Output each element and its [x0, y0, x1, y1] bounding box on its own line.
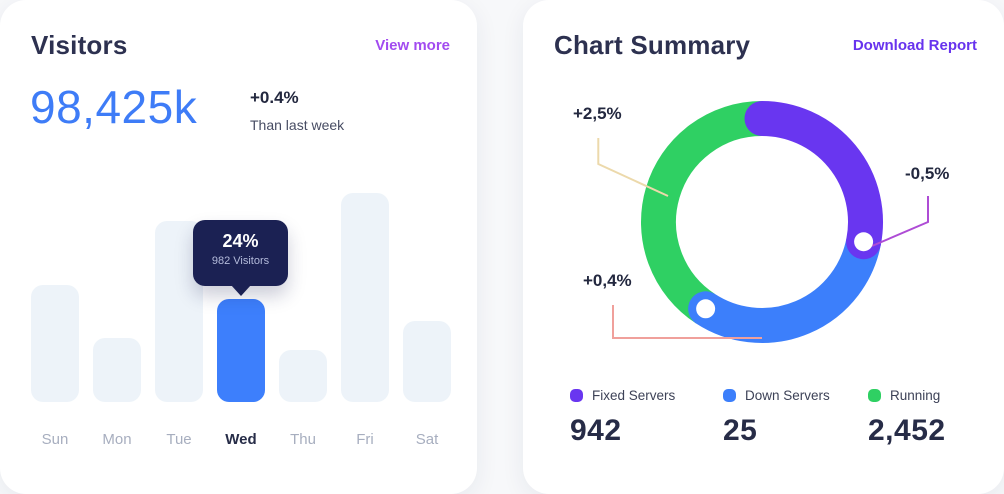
bar-sun[interactable]	[31, 285, 79, 402]
day-label-mon: Mon	[102, 431, 132, 448]
visitors-title: Visitors	[31, 30, 128, 60]
legend-label-down: Down Servers	[745, 388, 830, 403]
tooltip-caption: 982 Visitors	[211, 255, 270, 267]
legend-value-down: 25	[723, 414, 758, 447]
callout-running-percent: +2,5%	[573, 104, 622, 123]
day-label-wed: Wed	[225, 431, 257, 448]
bar-wed[interactable]	[217, 299, 265, 402]
callout-down-percent: +0,4%	[583, 271, 632, 290]
tooltip-percent: 24%	[222, 231, 259, 251]
visitors-change-percent: +0.4%	[250, 88, 299, 107]
donut-segment-running[interactable]	[641, 101, 763, 324]
legend-label-running: Running	[890, 388, 941, 403]
legend-dot-down-icon	[723, 389, 736, 402]
day-label-sat: Sat	[415, 431, 439, 448]
day-label-fri: Fri	[356, 431, 374, 448]
download-report-link[interactable]: Download Report	[852, 37, 977, 54]
chart-summary-card: Chart Summary Download Report +2,5% -0,5…	[523, 0, 1004, 494]
day-label-tue: Tue	[166, 431, 192, 448]
callout-line-fixed	[871, 196, 929, 247]
visitors-card: Visitors View more 98,425k +0.4% Than la…	[0, 0, 477, 494]
donut-segment-down[interactable]	[688, 224, 882, 343]
legend-value-fixed: 942	[570, 414, 622, 447]
legend-value-running: 2,452	[868, 414, 946, 447]
legend-dot-running-icon	[868, 389, 881, 402]
donut-segment-fixed[interactable]	[744, 101, 883, 260]
visitors-change-caption: Than last week	[250, 117, 345, 133]
legend-label-fixed: Fixed Servers	[592, 388, 676, 403]
donut-chart	[597, 101, 929, 343]
legend-item-running[interactable]: Running 2,452	[868, 388, 946, 448]
day-label-sun: Sun	[41, 431, 69, 448]
bar-tooltip: 24% 982 Visitors	[193, 220, 288, 296]
visitors-count: 98,425k	[30, 81, 198, 133]
bar-mon[interactable]	[93, 338, 141, 402]
endpoint-dot-down	[696, 299, 716, 319]
legend-dot-fixed-icon	[570, 389, 583, 402]
bar-fri[interactable]	[341, 193, 389, 402]
legend-item-fixed-servers[interactable]: Fixed Servers 942	[570, 388, 675, 448]
bar-sat[interactable]	[403, 321, 451, 402]
callout-line-running	[597, 138, 669, 197]
day-label-thu: Thu	[290, 431, 316, 448]
view-more-link[interactable]: View more	[375, 37, 450, 54]
callout-line-down	[612, 305, 762, 339]
chart-summary-header: Chart Summary Download Report	[554, 30, 977, 61]
endpoint-dot-fixed	[854, 232, 874, 252]
legend-item-down-servers[interactable]: Down Servers 25	[723, 388, 830, 448]
chart-summary-title: Chart Summary	[554, 30, 751, 60]
bar-thu[interactable]	[279, 350, 327, 402]
callout-fixed-percent: -0,5%	[905, 164, 950, 183]
visitors-card-header: Visitors View more	[31, 30, 450, 61]
